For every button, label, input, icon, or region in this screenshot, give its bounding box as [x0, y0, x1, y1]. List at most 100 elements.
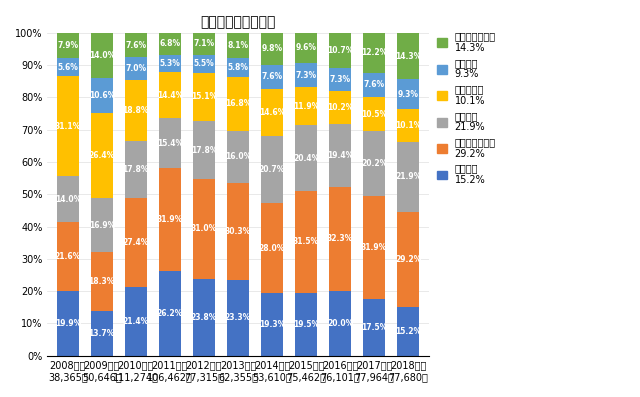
- Text: 31.0%: 31.0%: [191, 224, 217, 233]
- Text: 15.4%: 15.4%: [157, 139, 183, 148]
- Bar: [91, 33, 113, 79]
- Bar: [295, 191, 317, 293]
- Text: 19.5%: 19.5%: [293, 320, 319, 329]
- Bar: [125, 33, 147, 58]
- Bar: [295, 87, 317, 125]
- Text: 9.6%: 9.6%: [296, 43, 317, 52]
- Bar: [227, 77, 249, 131]
- Text: 31.9%: 31.9%: [157, 215, 183, 224]
- Bar: [91, 311, 113, 356]
- Bar: [193, 32, 215, 55]
- Text: 10.5%: 10.5%: [361, 110, 387, 119]
- Text: 7.6%: 7.6%: [364, 80, 385, 89]
- Bar: [329, 124, 351, 187]
- Text: 16.0%: 16.0%: [225, 152, 251, 161]
- Bar: [295, 125, 317, 191]
- Bar: [261, 136, 283, 203]
- Text: 14.0%: 14.0%: [89, 51, 115, 60]
- Text: 15.1%: 15.1%: [191, 93, 217, 102]
- Text: 12.2%: 12.2%: [361, 48, 387, 58]
- Bar: [329, 91, 351, 124]
- Bar: [159, 72, 181, 118]
- Text: 30.3%: 30.3%: [225, 227, 251, 236]
- Bar: [91, 113, 113, 198]
- Text: 17.8%: 17.8%: [123, 165, 149, 174]
- Text: 7.3%: 7.3%: [330, 75, 351, 84]
- Text: 18.3%: 18.3%: [88, 278, 115, 286]
- Bar: [91, 198, 113, 252]
- Bar: [227, 32, 249, 58]
- Text: 5.5%: 5.5%: [193, 59, 214, 68]
- Bar: [363, 97, 385, 131]
- Bar: [397, 142, 419, 212]
- Text: 14.0%: 14.0%: [54, 195, 81, 204]
- Text: 10.7%: 10.7%: [327, 46, 353, 55]
- Bar: [329, 187, 351, 291]
- Bar: [57, 177, 79, 222]
- Text: 7.1%: 7.1%: [193, 39, 214, 48]
- Text: 21.6%: 21.6%: [54, 252, 81, 261]
- Bar: [329, 68, 351, 91]
- Bar: [363, 196, 385, 299]
- Bar: [227, 183, 249, 280]
- Bar: [329, 33, 351, 68]
- Bar: [159, 55, 181, 72]
- Text: 7.6%: 7.6%: [261, 72, 282, 81]
- Text: 9.8%: 9.8%: [261, 44, 282, 53]
- Text: 19.4%: 19.4%: [327, 151, 353, 160]
- Text: 17.8%: 17.8%: [191, 146, 217, 154]
- Text: 8.1%: 8.1%: [227, 40, 248, 50]
- Text: 11.9%: 11.9%: [293, 102, 319, 110]
- Bar: [397, 212, 419, 306]
- Bar: [159, 168, 181, 271]
- Text: 14.3%: 14.3%: [395, 52, 421, 60]
- Legend: 中古マンション
14.3%, 中古戸建
9.3%, マンション
10.1%, 建売住宅
21.9%, 土地付注文住宅
29.2%, 注文住宅
15.2%: 中古マンション 14.3%, 中古戸建 9.3%, マンション 10.1%, 建…: [437, 31, 496, 185]
- Text: 10.6%: 10.6%: [89, 91, 115, 100]
- Text: 21.4%: 21.4%: [123, 316, 149, 326]
- Bar: [397, 33, 419, 79]
- Text: 18.8%: 18.8%: [123, 106, 149, 115]
- Text: 26.2%: 26.2%: [157, 309, 183, 318]
- Text: 5.3%: 5.3%: [159, 59, 180, 68]
- Text: 7.9%: 7.9%: [57, 41, 78, 50]
- Text: 6.8%: 6.8%: [159, 39, 180, 48]
- Bar: [193, 121, 215, 179]
- Bar: [363, 131, 385, 196]
- Bar: [159, 271, 181, 356]
- Text: 27.4%: 27.4%: [123, 238, 149, 247]
- Text: 20.4%: 20.4%: [293, 154, 319, 163]
- Bar: [397, 109, 419, 142]
- Text: 19.9%: 19.9%: [54, 319, 81, 328]
- Bar: [57, 222, 79, 291]
- Bar: [125, 141, 147, 198]
- Bar: [329, 291, 351, 356]
- Bar: [91, 252, 113, 311]
- Text: 9.3%: 9.3%: [397, 90, 419, 98]
- Text: 20.7%: 20.7%: [259, 165, 285, 174]
- Bar: [261, 65, 283, 89]
- Text: 28.0%: 28.0%: [259, 244, 285, 252]
- Bar: [57, 33, 79, 58]
- Bar: [227, 58, 249, 77]
- Text: 15.2%: 15.2%: [395, 326, 421, 335]
- Text: 26.4%: 26.4%: [89, 151, 115, 160]
- Bar: [91, 79, 113, 113]
- Bar: [295, 32, 317, 63]
- Bar: [193, 55, 215, 73]
- Bar: [193, 279, 215, 356]
- Text: 14.6%: 14.6%: [259, 108, 285, 117]
- Text: 16.8%: 16.8%: [225, 99, 251, 108]
- Bar: [125, 198, 147, 287]
- Text: 10.1%: 10.1%: [395, 121, 421, 130]
- Text: 19.3%: 19.3%: [259, 320, 285, 329]
- Bar: [193, 73, 215, 121]
- Bar: [363, 299, 385, 356]
- Bar: [295, 293, 317, 356]
- Text: 29.2%: 29.2%: [395, 255, 421, 264]
- Bar: [159, 33, 181, 55]
- Bar: [193, 179, 215, 279]
- Text: 13.7%: 13.7%: [88, 329, 115, 338]
- Text: 5.6%: 5.6%: [58, 63, 78, 71]
- Bar: [159, 118, 181, 168]
- Title: 融資区分（構成比）: 融資区分（構成比）: [200, 15, 276, 29]
